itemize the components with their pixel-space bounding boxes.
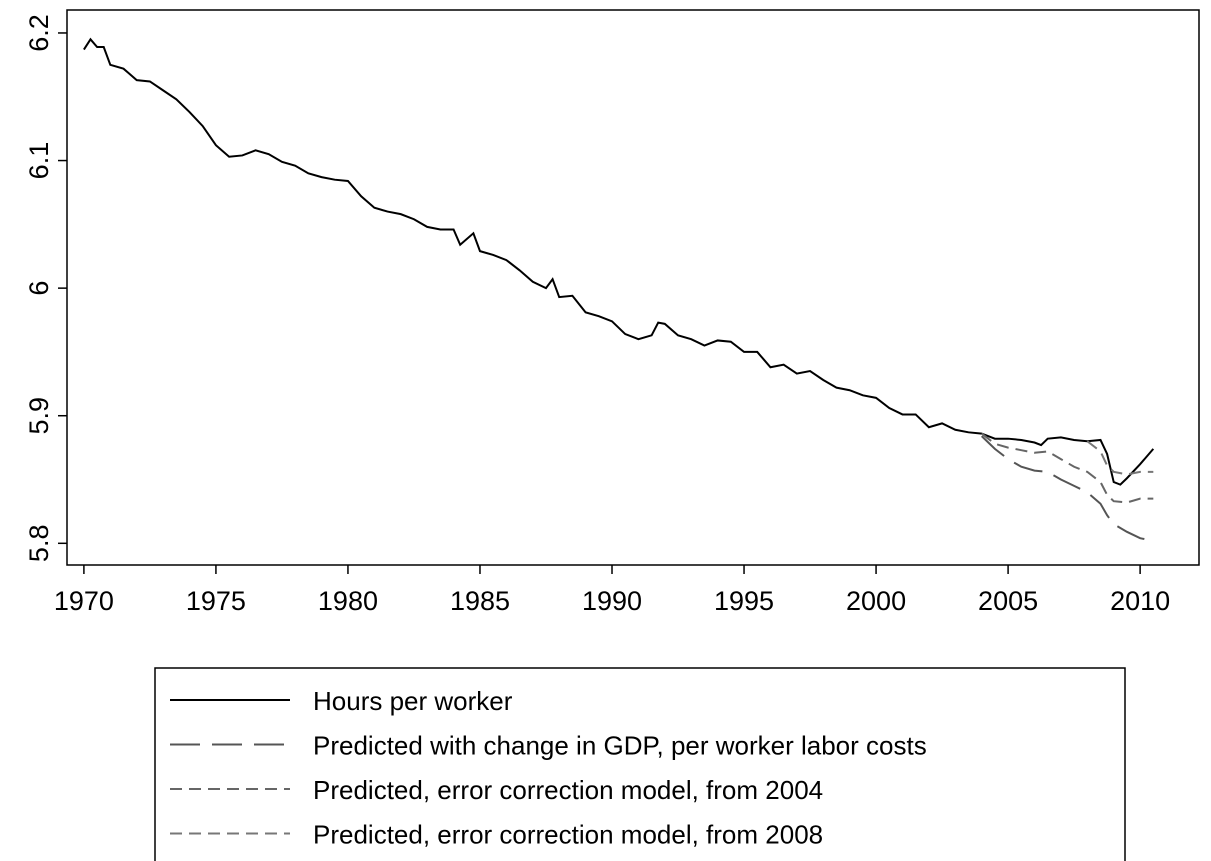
x-tick-label: 2000 — [846, 586, 906, 616]
legend-label: Predicted, error correction model, from … — [313, 820, 823, 850]
data-line — [1086, 440, 1154, 476]
data-line — [83, 37, 1155, 486]
legend-label: Hours per worker — [313, 686, 513, 716]
y-tick-label: 6.1 — [24, 142, 54, 180]
data-line — [981, 432, 1154, 504]
x-tick-label: 1975 — [186, 586, 246, 616]
x-tick-label: 1980 — [318, 586, 378, 616]
legend-label: Predicted, error correction model, from … — [313, 775, 823, 805]
x-tick-label: 1990 — [582, 586, 642, 616]
legend-box — [154, 667, 1126, 861]
y-tick-label: 6.2 — [24, 14, 54, 52]
legend-label: Predicted with change in GDP, per worker… — [313, 731, 927, 761]
y-tick-label: 6 — [24, 281, 54, 296]
y-tick-label: 5.9 — [24, 397, 54, 435]
x-tick-label: 1995 — [714, 586, 774, 616]
x-tick-label: 1985 — [450, 586, 510, 616]
y-tick-label: 5.8 — [24, 525, 54, 563]
data-line — [980, 435, 1154, 542]
x-tick-label: 2010 — [1110, 586, 1170, 616]
x-tick-label: 2005 — [978, 586, 1038, 616]
plot-frame — [66, 9, 1200, 566]
x-tick-label: 1970 — [54, 586, 114, 616]
